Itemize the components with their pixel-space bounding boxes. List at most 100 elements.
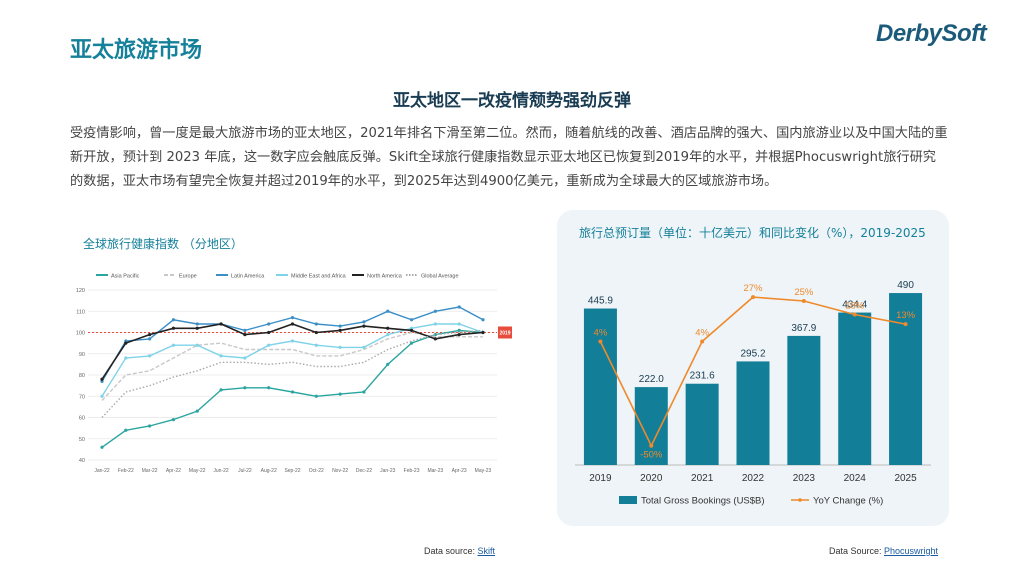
- yoy-point-2022: [751, 295, 755, 300]
- left-source-label: Data source:: [424, 546, 478, 556]
- series-point-4: [338, 328, 342, 332]
- series-line-1: [101, 331, 483, 401]
- yoy-label-2022: 27%: [743, 283, 763, 294]
- series-point-3: [148, 354, 152, 358]
- gross-bookings-chart: 445.9 2019 222.0 2020 231.6 2021 295.2 2022 367.…: [575, 280, 931, 507]
- y-tick-label: 90: [79, 352, 85, 358]
- series-point-2: [195, 322, 199, 326]
- series-point-3: [314, 343, 318, 347]
- series-point-0: [338, 392, 342, 396]
- x-tick-label: Jun-22: [213, 468, 229, 474]
- legend-label-1: Europe: [179, 274, 197, 280]
- series-point-0: [314, 394, 318, 398]
- series-point-4: [314, 330, 318, 335]
- series-point-2: [267, 322, 271, 326]
- series-point-2: [148, 337, 152, 341]
- yoy-point-2019: [598, 339, 603, 344]
- left-chart-title: 全球旅行健康指数 （分地区）: [83, 237, 243, 251]
- series-point-0: [124, 428, 128, 432]
- legend-label-bookings: Total Gross Bookings (US$B): [641, 496, 765, 507]
- bar-2021: [685, 383, 719, 465]
- series-point-4: [243, 333, 247, 337]
- right-chart-title: 旅行总预订量（单位：十亿美元）和同比变化（%），2019-2025: [579, 226, 926, 240]
- legend-swatch-bookings: [619, 496, 637, 504]
- reference-badge: [498, 326, 512, 339]
- series-point-2: [338, 324, 342, 328]
- series-point-0: [100, 445, 104, 449]
- yoy-label-2021: 4%: [695, 327, 709, 338]
- series-point-4: [100, 377, 104, 381]
- right-source-label: Data Source:: [829, 546, 885, 556]
- skift-source-link[interactable]: Skift: [477, 546, 496, 556]
- x-tick-label: Oct-22: [309, 468, 324, 474]
- bar-2022: [736, 361, 770, 465]
- y-tick-label: 40: [79, 458, 85, 464]
- series-point-0: [409, 341, 414, 345]
- legend-label-3: Middle East and Africa: [291, 274, 347, 280]
- section-subtitle: 亚太地区一改疫情颓势强劲反弹: [393, 91, 631, 111]
- x-tick-label: Nov-22: [332, 468, 348, 474]
- y-tick-label: 50: [79, 437, 85, 443]
- x-tick-label: 2023: [793, 473, 816, 484]
- x-tick-label: Feb-23: [404, 468, 420, 474]
- legend-marker-yoy: [798, 498, 802, 502]
- x-tick-label: 2019: [589, 473, 612, 484]
- legend-label-4: North America: [367, 274, 403, 280]
- x-tick-label: Mar-23: [427, 468, 443, 474]
- series-line-0: [101, 329, 484, 448]
- series-point-2: [409, 318, 414, 322]
- bar-label-2021: 231.6: [690, 371, 715, 382]
- series-point-0: [457, 328, 461, 332]
- series-point-4: [148, 333, 152, 337]
- series-point-4: [433, 337, 437, 341]
- bar-label-2023: 367.9: [791, 323, 816, 334]
- bar-2019: [583, 308, 617, 465]
- series-point-2: [362, 320, 366, 324]
- series-point-2: [314, 322, 318, 326]
- series-point-4: [386, 326, 390, 330]
- x-tick-label: 2024: [844, 473, 867, 484]
- yoy-label-2025: 13%: [896, 310, 916, 321]
- series-point-4: [409, 328, 414, 332]
- y-tick-label: 70: [79, 394, 85, 400]
- phocuswright-source-link[interactable]: Phocuswright: [884, 546, 939, 556]
- series-point-3: [338, 345, 342, 349]
- series-point-3: [124, 356, 128, 360]
- bar-label-2020: 222.0: [639, 374, 664, 385]
- x-tick-label: Apr-23: [452, 468, 467, 474]
- x-tick-label: Sep-22: [284, 468, 300, 474]
- series-point-0: [171, 418, 176, 422]
- bar-2023: [787, 335, 821, 465]
- x-tick-label: 2022: [742, 473, 765, 484]
- yoy-point-2023: [801, 298, 806, 303]
- series-point-3: [219, 354, 223, 358]
- series-point-2: [433, 309, 437, 313]
- right-chart-legend: Total Gross Bookings (US$B) YoY Change (%…: [619, 496, 883, 507]
- yoy-label-2019: 4%: [594, 327, 608, 338]
- body-paragraph: 受疫情影响，曾一度是最大旅游市场的亚太地区，2021年排名下滑至第二位。然而，随…: [70, 126, 948, 189]
- series-point-3: [290, 339, 295, 343]
- series-point-2: [290, 316, 295, 320]
- y-tick-label: 110: [76, 309, 85, 315]
- series-point-3: [100, 394, 104, 398]
- series-point-0: [243, 386, 247, 390]
- y-tick-label: 80: [79, 373, 85, 379]
- legend-label-2: Latin America: [231, 274, 265, 280]
- x-tick-label: Jan-23: [380, 468, 396, 474]
- x-tick-label: May-23: [475, 468, 492, 474]
- series-point-3: [267, 343, 271, 347]
- bar-2020: [634, 387, 668, 465]
- series-point-3: [243, 356, 247, 360]
- series-point-4: [124, 341, 128, 345]
- bar-label-2024: 434.4: [842, 300, 867, 311]
- series-point-4: [290, 322, 295, 326]
- series-point-3: [362, 345, 366, 349]
- left-data-source: Data source: Skift: [424, 546, 495, 556]
- bar-label-2022: 295.2: [740, 348, 765, 359]
- legend-label-5: Global Average: [421, 274, 459, 280]
- series-point-0: [195, 409, 199, 413]
- x-tick-label: 2020: [640, 473, 663, 484]
- series-point-3: [433, 322, 437, 326]
- series-point-2: [171, 318, 176, 322]
- series-point-3: [386, 333, 390, 337]
